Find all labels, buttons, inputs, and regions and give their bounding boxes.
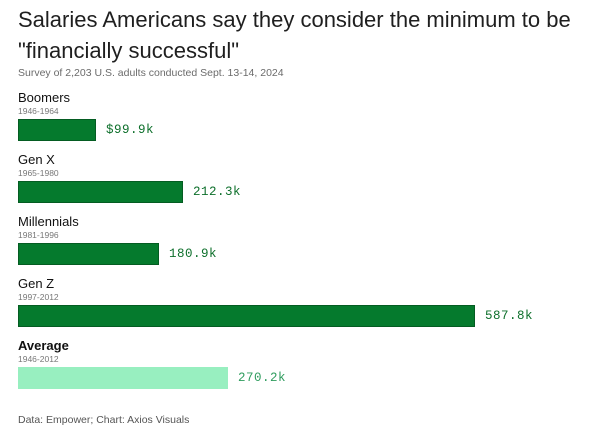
- bar-group-gen-x: Gen X 1965-1980 212.3k: [0, 152, 600, 214]
- bar: [18, 119, 96, 141]
- chart-source: Data: Empower; Chart: Axios Visuals: [18, 414, 190, 426]
- category-years-label: 1946-1964: [18, 106, 59, 116]
- chart-subtitle: Survey of 2,203 U.S. adults conducted Se…: [18, 67, 284, 79]
- bar-value-label: 270.2k: [238, 371, 287, 385]
- category-label: Average: [18, 338, 69, 353]
- category-years-label: 1965-1980: [18, 168, 59, 178]
- bar-group-gen-z: Gen Z 1997-2012 587.8k: [0, 276, 600, 338]
- bar: [18, 367, 228, 389]
- bar-group-boomers: Boomers 1946-1964 $99.9k: [0, 90, 600, 152]
- bar: [18, 305, 475, 327]
- bar: [18, 243, 159, 265]
- bar: [18, 181, 183, 203]
- bar-value-label: $99.9k: [106, 123, 155, 137]
- category-years-label: 1997-2012: [18, 292, 59, 302]
- bar-group-millennials: Millennials 1981-1996 180.9k: [0, 214, 600, 276]
- category-label: Gen Z: [18, 276, 55, 291]
- bar-value-label: 587.8k: [485, 309, 534, 323]
- bar-value-label: 212.3k: [193, 185, 242, 199]
- category-years-label: 1981-1996: [18, 230, 59, 240]
- bar-group-average: Average 1946-2012 270.2k: [0, 338, 600, 400]
- bar-value-label: 180.9k: [169, 247, 218, 261]
- category-label: Millennials: [18, 214, 79, 229]
- category-label: Gen X: [18, 152, 55, 167]
- category-years-label: 1946-2012: [18, 354, 59, 364]
- chart-title: Salaries Americans say they consider the…: [18, 7, 571, 63]
- category-label: Boomers: [18, 90, 71, 105]
